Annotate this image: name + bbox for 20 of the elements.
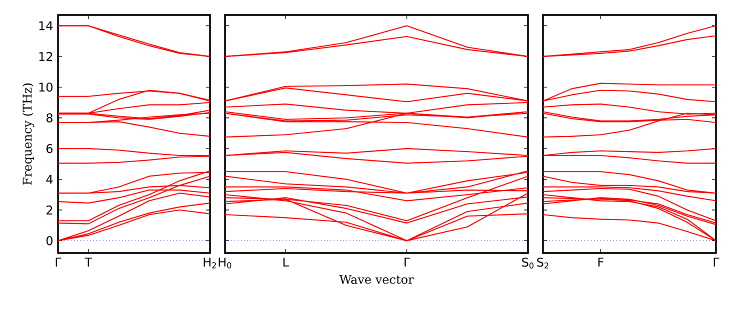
y-tick-label: 0: [46, 236, 53, 246]
y-tick-label: 4: [46, 174, 53, 184]
x-tick-label: F: [598, 258, 604, 266]
x-tick-label: T: [84, 258, 92, 266]
x-tick-label: L: [283, 258, 289, 266]
x-tick-label: H$_{0}$: [218, 258, 232, 268]
x-tick-label: Γ: [714, 258, 720, 266]
y-tick-label: 14: [39, 21, 53, 30]
x-tick-label: Γ: [56, 258, 62, 266]
y-tick-label: 10: [39, 82, 52, 92]
y-tick-label: 2: [46, 206, 52, 214]
x-axis-title: Wave vector: [339, 275, 414, 284]
x-tick-label: Γ: [404, 258, 410, 266]
x-tick-label: H$_{2}$: [204, 258, 216, 268]
x-tick-label: S$_{0}$: [522, 258, 534, 269]
y-tick-label: 6: [46, 144, 53, 154]
y-tick-label: 8: [46, 113, 52, 122]
y-axis-title: Frequency (THz): [22, 84, 34, 185]
y-tick-label: 12: [39, 52, 52, 61]
x-tick-label: S$_{2}$: [537, 258, 548, 268]
